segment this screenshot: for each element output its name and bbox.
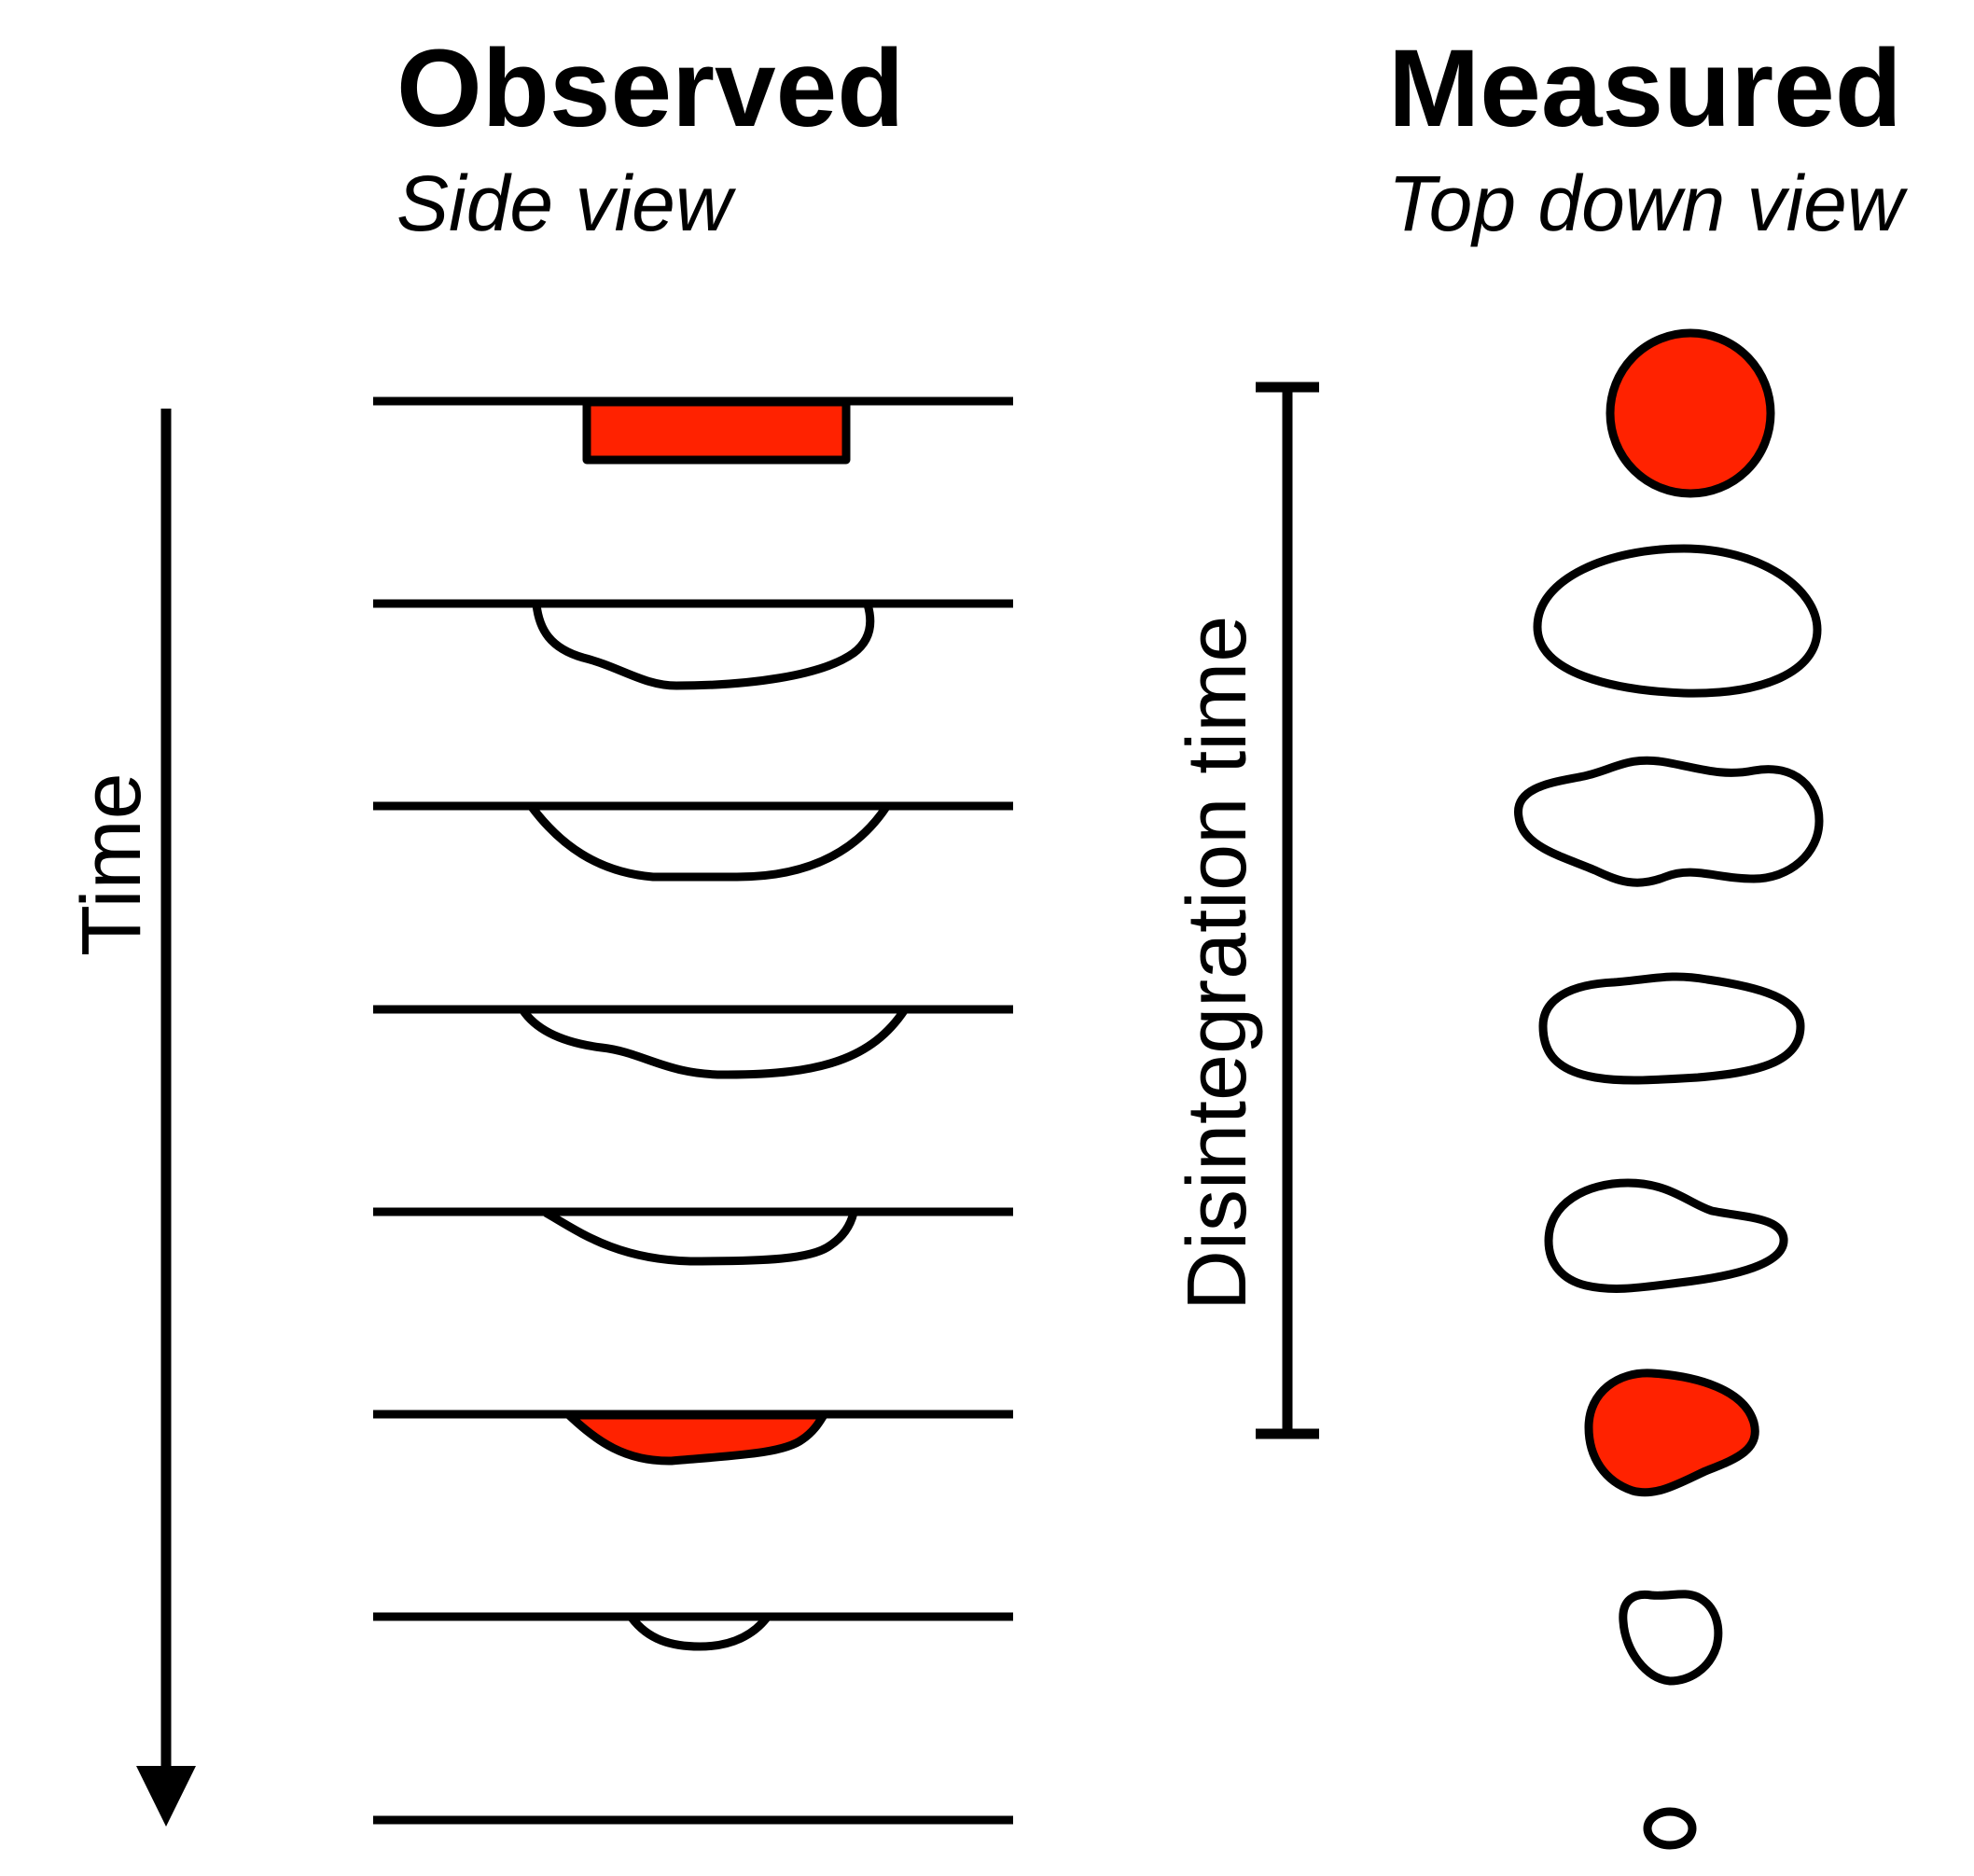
- tablet-top-intact: [1606, 328, 1775, 498]
- disintegration-bracket: Disintegration time: [1171, 382, 1319, 1439]
- measured-title: Measured: [1388, 27, 1902, 150]
- time-axis-label: Time: [65, 772, 159, 956]
- side-stage-6: [373, 1410, 1013, 1466]
- side-stage-2: [373, 599, 1013, 690]
- disintegration-label: Disintegration time: [1171, 616, 1264, 1311]
- side-stage-3: [373, 801, 1013, 882]
- time-axis: Time: [65, 409, 196, 1827]
- side-view-stages: [373, 396, 1013, 1825]
- tablet-top-swelling: [1533, 544, 1822, 698]
- tablet-side-fragmenting: [543, 1209, 858, 1266]
- measured-subtitle: Top down view: [1388, 160, 1909, 247]
- observed-title: Observed: [396, 27, 904, 150]
- tablet-top-remnant: [1619, 1590, 1723, 1686]
- top-view-stages: [1514, 328, 1824, 1850]
- tablet-side-eroding: [528, 804, 890, 882]
- observed-subtitle: Side view: [396, 160, 737, 247]
- tablet-top-residue: [1584, 1369, 1759, 1497]
- tablet-side-residue: [564, 1410, 828, 1466]
- tablet-side-swelling: [532, 603, 875, 690]
- time-axis-arrowhead: [136, 1766, 196, 1827]
- tablet-side-intact: [582, 397, 851, 465]
- side-stage-1: [373, 396, 1013, 465]
- side-stage-5: [373, 1207, 1013, 1266]
- side-stage-7: [373, 1612, 1013, 1651]
- tablet-top-fragmenting: [1544, 1178, 1788, 1293]
- tablet-side-breaking: [519, 1007, 909, 1079]
- tablet-side-remnant: [628, 1615, 771, 1651]
- tablet-top-trace: [1643, 1807, 1697, 1850]
- tablet-top-irregular: [1514, 756, 1824, 887]
- side-stage-4: [373, 1005, 1013, 1079]
- tablet-top-eroding: [1538, 972, 1805, 1085]
